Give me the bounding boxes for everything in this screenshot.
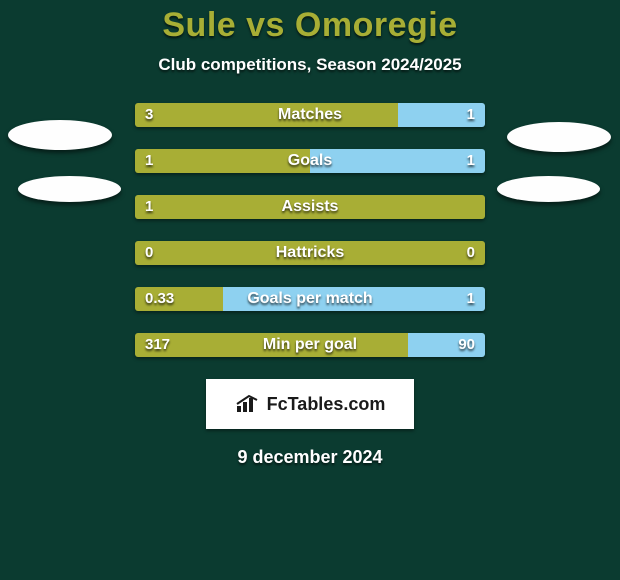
stat-bar-left	[135, 195, 485, 219]
stat-bar	[135, 287, 485, 311]
stat-row: Min per goal31790	[135, 333, 485, 357]
comparison-card: Sule vs Omoregie Club competitions, Seas…	[0, 0, 620, 580]
stat-bar-left	[135, 241, 485, 265]
avatar-oval	[507, 122, 611, 152]
stat-bar-left	[135, 149, 310, 173]
stat-bar-right	[408, 333, 485, 357]
stat-bar-right	[310, 149, 485, 173]
stat-bar	[135, 103, 485, 127]
source-badge-text: FcTables.com	[267, 394, 386, 415]
source-badge[interactable]: FcTables.com	[206, 379, 414, 429]
avatar-oval	[18, 176, 121, 202]
stat-bar-right	[398, 103, 486, 127]
avatar-oval	[497, 176, 600, 202]
stat-row: Goals per match0.331	[135, 287, 485, 311]
stat-bar-left	[135, 333, 408, 357]
stat-row: Assists1	[135, 195, 485, 219]
stat-row: Hattricks00	[135, 241, 485, 265]
stat-bar	[135, 195, 485, 219]
stat-bar-right	[223, 287, 486, 311]
page-title: Sule vs Omoregie	[0, 6, 620, 45]
stat-bar	[135, 241, 485, 265]
stat-bar	[135, 149, 485, 173]
stat-bar-left	[135, 103, 398, 127]
stat-row: Goals11	[135, 149, 485, 173]
page-subtitle: Club competitions, Season 2024/2025	[0, 55, 620, 75]
footer-date: 9 december 2024	[0, 447, 620, 468]
stat-row: Matches31	[135, 103, 485, 127]
avatar-oval	[8, 120, 112, 150]
stat-bar-left	[135, 287, 223, 311]
chart-icon	[235, 394, 261, 414]
stat-bar	[135, 333, 485, 357]
